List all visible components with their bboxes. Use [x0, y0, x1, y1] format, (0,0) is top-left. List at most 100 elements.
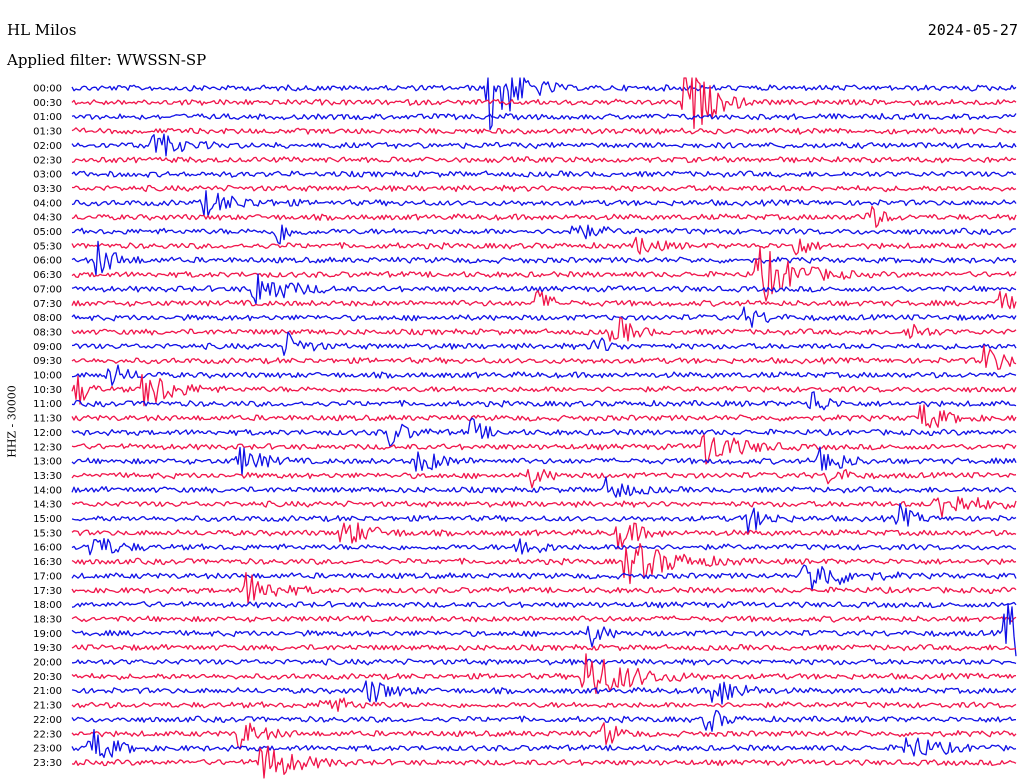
time-label-0100: 01:00 — [33, 112, 62, 123]
trace-row-0200 — [71, 133, 1017, 157]
trace-row-0330 — [71, 184, 1017, 193]
applied-filter: Applied filter: WWSSN-SP — [7, 51, 207, 69]
time-label-1630: 16:30 — [33, 557, 62, 568]
time-label-0730: 07:30 — [33, 299, 62, 310]
time-label-0600: 06:00 — [33, 256, 62, 267]
time-label-0630: 06:30 — [33, 270, 62, 281]
time-label-1000: 10:00 — [33, 371, 62, 382]
time-label-0800: 08:00 — [33, 313, 62, 324]
trace-row-1800 — [71, 601, 1017, 609]
time-label-0330: 03:30 — [33, 184, 62, 195]
time-label-1430: 14:30 — [33, 500, 62, 511]
time-label-2000: 20:00 — [33, 658, 62, 669]
trace-row-2030 — [71, 653, 1017, 695]
trace-row-1100 — [71, 391, 1017, 411]
trace-row-0800 — [71, 306, 1017, 328]
trace-row-1700 — [71, 564, 1017, 591]
trace-row-0130 — [71, 127, 1017, 135]
trace-row-0630 — [71, 247, 1017, 302]
trace-row-0100 — [71, 112, 1017, 121]
trace-row-1930 — [71, 643, 1017, 652]
time-label-0530: 05:30 — [33, 241, 62, 252]
trace-row-2330 — [71, 745, 1017, 779]
time-label-2230: 22:30 — [33, 729, 62, 740]
trace-row-2100 — [71, 680, 1017, 705]
trace-row-0230 — [71, 156, 1017, 164]
trace-row-1000 — [71, 364, 1017, 386]
trace-row-0830 — [71, 316, 1017, 342]
time-label-0430: 04:30 — [33, 213, 62, 224]
trace-row-1730 — [71, 572, 1017, 604]
time-label-1500: 15:00 — [33, 514, 62, 525]
time-label-0500: 05:00 — [33, 227, 62, 238]
trace-row-0930 — [71, 344, 1017, 370]
time-label-1830: 18:30 — [33, 614, 62, 625]
trace-row-1130 — [71, 404, 1017, 429]
trace-row-2200 — [71, 709, 1017, 732]
time-label-0000: 00:00 — [33, 84, 62, 95]
trace-row-0030 — [71, 77, 1017, 129]
trace-row-2130 — [71, 697, 1017, 712]
trace-row-1200 — [71, 417, 1017, 448]
time-label-0130: 01:30 — [33, 127, 62, 138]
time-label-1300: 13:00 — [33, 457, 62, 468]
trace-row-0400 — [71, 190, 1017, 217]
trace-row-0430 — [71, 205, 1017, 228]
trace-row-0000 — [71, 77, 1017, 131]
time-label-1800: 18:00 — [33, 600, 62, 611]
time-label-1030: 10:30 — [33, 385, 62, 396]
time-label-1930: 19:30 — [33, 643, 62, 654]
time-label-0400: 04:00 — [33, 198, 62, 209]
time-label-1730: 17:30 — [33, 586, 62, 597]
trace-row-1030 — [71, 373, 1017, 407]
trace-row-1230 — [71, 434, 1017, 465]
trace-row-0300 — [71, 170, 1017, 178]
time-label-1600: 16:00 — [33, 543, 62, 554]
trace-row-0900 — [71, 331, 1017, 356]
time-label-2200: 22:00 — [33, 715, 62, 726]
time-label-2300: 23:00 — [33, 744, 62, 755]
trace-row-1830 — [71, 615, 1017, 623]
time-label-2130: 21:30 — [33, 701, 62, 712]
time-label-1200: 12:00 — [33, 428, 62, 439]
time-label-1230: 12:30 — [33, 442, 62, 453]
trace-row-0600 — [71, 240, 1017, 276]
time-label-0300: 03:00 — [33, 170, 62, 181]
time-label-2100: 21:00 — [33, 686, 62, 697]
time-label-1700: 17:00 — [33, 571, 62, 582]
trace-row-1400 — [71, 476, 1017, 498]
time-label-1530: 15:30 — [33, 528, 62, 539]
time-label-1100: 11:00 — [33, 399, 62, 410]
trace-row-1430 — [71, 496, 1017, 518]
trace-row-0530 — [71, 236, 1017, 256]
time-label-0030: 00:30 — [33, 98, 62, 109]
time-label-1400: 14:00 — [33, 485, 62, 496]
trace-row-2300 — [71, 728, 1017, 759]
time-tick-labels: 00:00 00:30 01:00 01:30 02:00 02:30 03:00 03:30… — [33, 84, 62, 769]
trace-row-1600 — [71, 537, 1017, 556]
time-label-0830: 08:30 — [33, 327, 62, 338]
trace-row-1530 — [71, 522, 1017, 550]
trace-row-1900 — [71, 603, 1017, 657]
trace-row-1300 — [71, 446, 1017, 476]
recording-date: 2024-05-27 — [927, 21, 1018, 39]
trace-row-2000 — [72, 658, 1017, 666]
time-label-1330: 13:30 — [33, 471, 62, 482]
trace-row-0730 — [71, 290, 1017, 310]
time-label-0200: 02:00 — [33, 141, 62, 152]
time-label-1900: 19:00 — [33, 629, 62, 640]
trace-row-0500 — [71, 224, 1017, 245]
time-label-0230: 02:30 — [33, 155, 62, 166]
trace-row-1630 — [71, 542, 1017, 585]
trace-row-0700 — [71, 273, 1017, 305]
time-label-2330: 23:30 — [33, 758, 62, 769]
time-label-0930: 09:30 — [33, 356, 62, 367]
time-label-0900: 09:00 — [33, 342, 62, 353]
trace-row-1330 — [71, 468, 1017, 489]
trace-group — [71, 77, 1017, 779]
trace-row-2230 — [71, 722, 1017, 750]
time-label-1130: 11:30 — [33, 414, 62, 425]
station-name: HL Milos — [7, 21, 77, 39]
time-label-0700: 07:00 — [33, 284, 62, 295]
